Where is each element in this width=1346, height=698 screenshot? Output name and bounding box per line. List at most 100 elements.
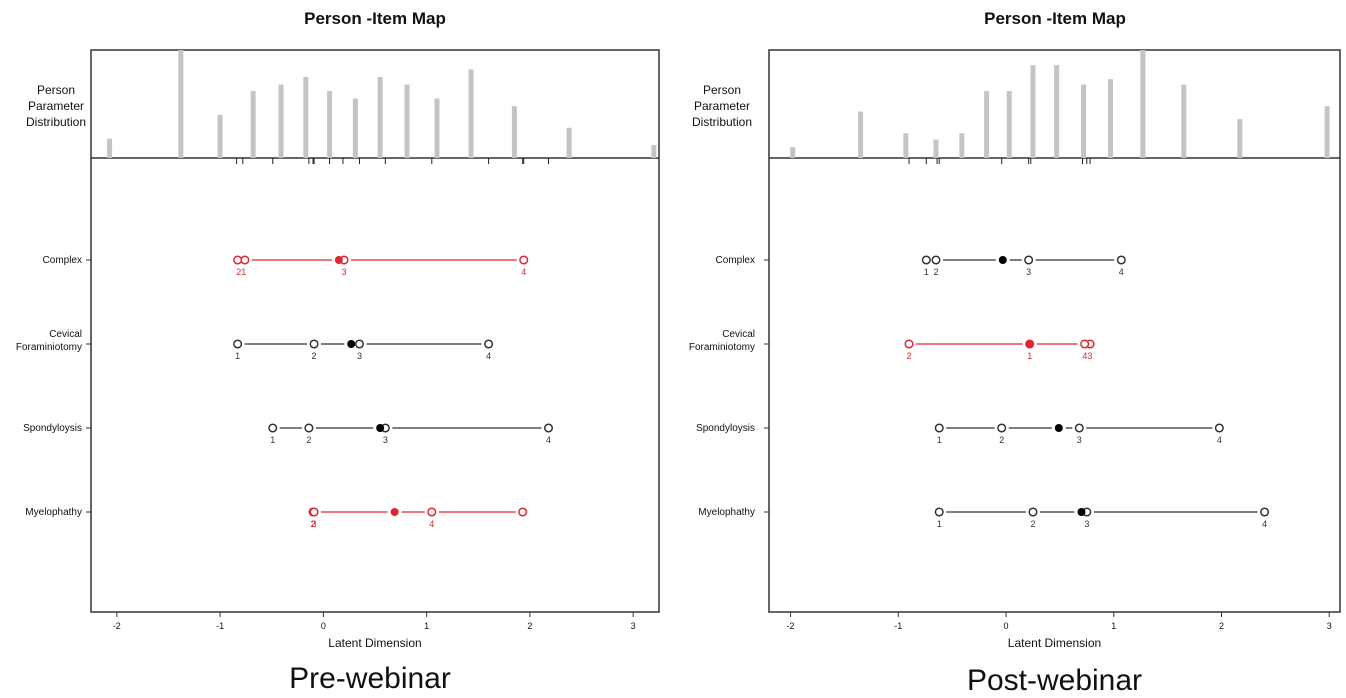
threshold-label: 4 [429,519,434,529]
threshold-label: 1 [235,351,240,361]
x-tick-label: 0 [321,621,326,631]
distribution-bar [1324,106,1330,158]
threshold-label: 1 [1027,351,1032,361]
threshold-marker [904,339,914,349]
threshold-marker [309,339,319,349]
x-tick-label: 0 [1004,621,1009,631]
chart-title: Person -Item Map [984,9,1126,28]
distribution-bar [984,91,990,158]
item-row: Spondyloysis 1 2 3 4 [23,423,554,445]
threshold-label: 1 [270,435,275,445]
threshold-marker [1260,507,1270,517]
x-tick-label: 3 [631,621,636,631]
item-label: Foraminiotomy [16,342,82,353]
x-axis-label: Latent Dimension [328,636,421,650]
threshold-marker [1074,423,1084,433]
distribution-bar [1140,50,1146,158]
x-axis-label: Latent Dimension [1008,636,1101,650]
item-location-marker [1054,424,1063,432]
distribution-bar [651,145,657,158]
item-label: Spondyloysis [696,423,755,434]
threshold-label: 43 [1082,351,1092,361]
distribution-bar [1006,91,1012,158]
distribution-bar [566,127,572,158]
distribution-label-line: Parameter [694,99,750,113]
item-location-marker [334,256,343,264]
item-location-marker [390,508,399,516]
item-row: Cevical Foraminiotomy 2 1 43 [689,329,1095,361]
threshold-marker [543,423,554,433]
plot-frame [90,49,660,613]
item-label: Myelophathy [25,507,82,518]
distribution-bar [511,106,517,158]
threshold-marker [997,423,1007,433]
item-location-marker [376,424,385,432]
distribution-bar [1054,65,1060,158]
distribution-bar [327,91,333,158]
item-label: Complex [716,255,755,266]
plot-frame [768,49,1341,613]
threshold-label: 1 [937,435,942,445]
distribution-label-line: Distribution [26,115,86,129]
threshold-marker [427,507,437,517]
threshold-label: 2 [907,351,912,361]
distribution-bar [1081,84,1087,158]
x-tick-label: -1 [894,621,902,631]
threshold-label: 3 [1026,267,1031,277]
threshold-marker [519,255,529,265]
x-tick-label: -2 [787,621,795,631]
threshold-label: 4 [546,435,551,445]
threshold-marker [268,423,278,433]
distribution-bar [1108,79,1114,158]
x-tick-label: -1 [216,621,224,631]
threshold-label: 2 [933,267,938,277]
distribution-bar [1237,119,1243,158]
threshold-marker [233,255,243,265]
threshold-label: 2 [999,435,1004,445]
distribution-bar [1030,65,1036,158]
distribution-bar [1181,84,1187,158]
x-tick-label: 2 [1219,621,1224,631]
threshold-label: 1 [924,267,929,277]
threshold-label: 3 [1077,435,1082,445]
item-row: Cevical Foraminiotomy 1 2 3 4 [16,329,494,361]
threshold-marker [1028,507,1038,517]
item-location-marker [1077,508,1086,516]
distribution-label-line: Parameter [28,99,84,113]
threshold-label: 3 [357,351,362,361]
threshold-label: 3 [1084,519,1089,529]
threshold-label: 4 [486,351,491,361]
distribution-bar [404,84,410,158]
threshold-marker [1024,255,1034,265]
distribution-label-line: Person [703,83,741,97]
threshold-marker [1116,255,1126,265]
item-label: Spondyloysis [23,423,82,434]
item-row: Myelophathy 23 4 [25,507,528,529]
threshold-marker [1080,339,1090,349]
distribution-bar [933,139,939,158]
distribution-bar [278,84,284,158]
item-label: Complex [43,255,82,266]
chart-title: Person -Item Map [304,9,446,28]
item-location-marker [998,256,1007,264]
distribution-bar [352,98,358,158]
threshold-label: 2 [306,435,311,445]
threshold-label: 3 [383,435,388,445]
item-row: Complex 21 3 4 [43,255,529,277]
threshold-marker [240,255,250,265]
threshold-marker [354,339,365,349]
item-row: Complex 1 2 3 4 [716,255,1126,277]
threshold-marker [484,339,494,349]
distribution-bar [468,69,474,158]
distribution-bar [107,138,113,158]
x-tick-label: 1 [1111,621,1116,631]
distribution-bar [217,114,223,158]
threshold-label: 4 [1217,435,1222,445]
item-label: Cevical [722,329,755,340]
panel-pre: Person -Item Map Person Parameter Distribut… [16,9,660,695]
item-label: Foraminiotomy [689,342,755,353]
threshold-label: 2 [311,519,316,529]
distribution-bar [959,133,965,158]
threshold-label: 1 [937,519,942,529]
